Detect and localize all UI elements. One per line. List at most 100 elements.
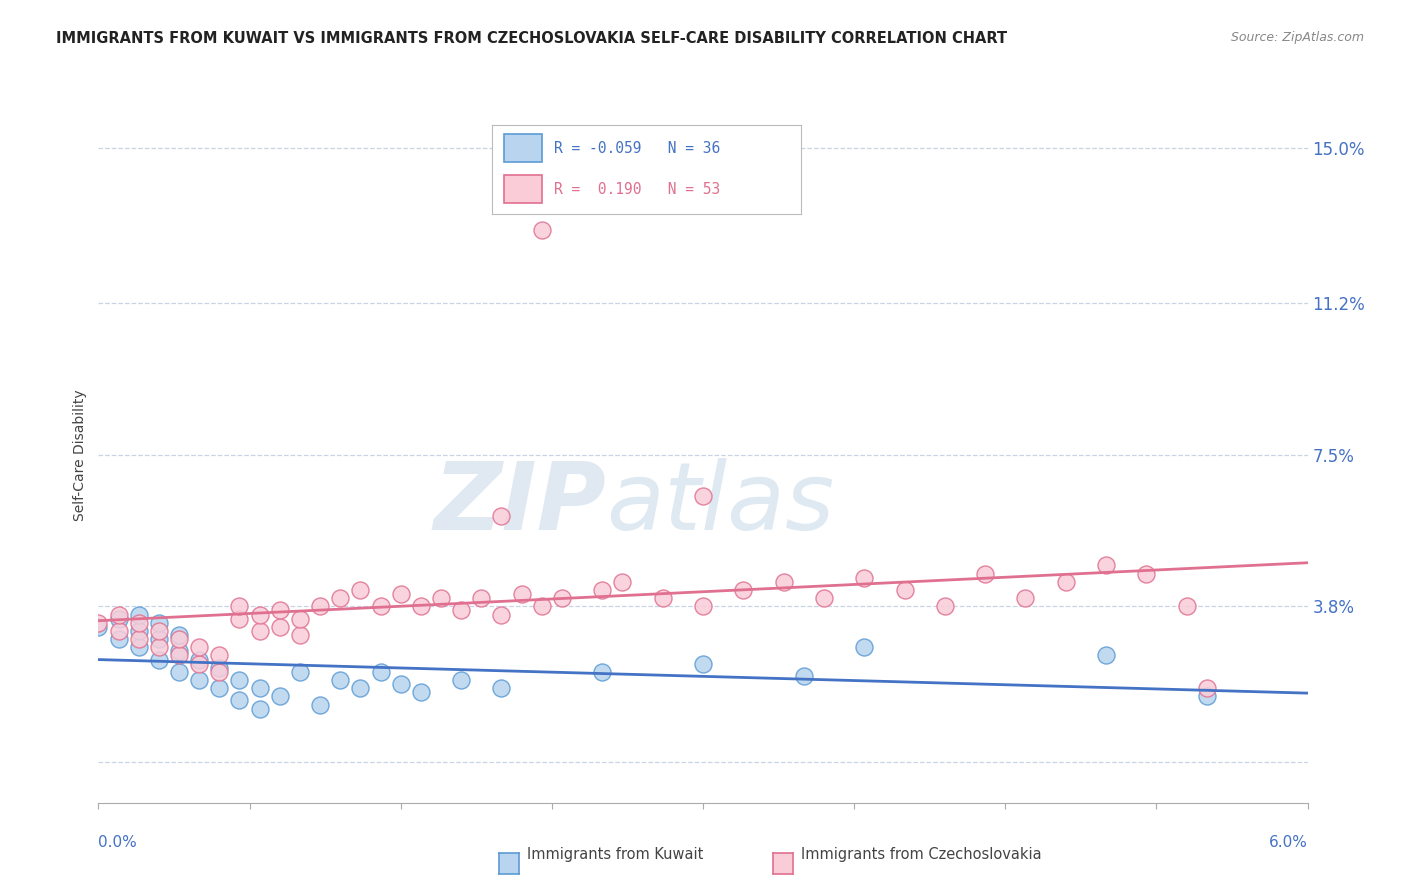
Point [329,673,352,687]
FancyBboxPatch shape [505,134,541,162]
Point [148,615,170,630]
Text: 0.0%: 0.0% [98,836,138,850]
Point [813,591,835,606]
Y-axis label: Self-Care Disability: Self-Care Disability [73,389,87,521]
Text: R =  0.190   N = 53: R = 0.190 N = 53 [554,182,720,196]
Text: IMMIGRANTS FROM KUWAIT VS IMMIGRANTS FROM CZECHOSLOVAKIA SELF-CARE DISABILITY CO: IMMIGRANTS FROM KUWAIT VS IMMIGRANTS FRO… [56,31,1007,46]
Text: 6.0%: 6.0% [1268,836,1308,850]
Point [208,665,231,679]
Point [692,489,714,503]
Point [934,599,956,614]
Point [167,628,190,642]
Point [188,657,211,671]
Point [269,690,291,704]
Point [692,657,714,671]
Point [208,681,231,696]
Point [1135,566,1157,581]
Point [853,571,876,585]
Point [591,582,613,597]
Point [167,665,190,679]
Point [450,673,472,687]
Point [1175,599,1198,614]
Point [692,599,714,614]
Point [370,665,392,679]
Point [430,591,453,606]
Point [269,603,291,617]
Point [167,644,190,658]
Point [249,607,271,622]
Point [1095,558,1118,573]
Point [309,599,332,614]
Point [148,632,170,646]
Point [470,591,492,606]
Point [491,509,513,524]
Point [188,640,211,655]
Point [733,582,755,597]
Point [591,665,613,679]
Point [409,599,432,614]
Point [491,681,513,696]
Point [128,624,150,638]
Point [128,640,150,655]
Point [188,652,211,666]
Point [853,640,876,655]
FancyBboxPatch shape [505,175,541,203]
Point [228,673,250,687]
Point [409,685,432,699]
Point [1195,690,1218,704]
Point [87,615,110,630]
Text: Immigrants from Kuwait: Immigrants from Kuwait [527,847,703,862]
Point [107,607,129,622]
Point [1054,574,1077,589]
Point [249,624,271,638]
Point [288,628,311,642]
Point [349,582,371,597]
Point [228,612,250,626]
Point [510,587,533,601]
Point [148,624,170,638]
Point [208,648,231,663]
Point [1195,681,1218,696]
Point [772,574,794,589]
Point [228,693,250,707]
Point [612,574,634,589]
Point [1095,648,1118,663]
Point [249,681,271,696]
Point [349,681,371,696]
Point [551,591,574,606]
Point [188,673,211,687]
Point [167,632,190,646]
Point [329,591,352,606]
Point [1014,591,1036,606]
Point [87,620,110,634]
Point [208,661,231,675]
Point [148,652,170,666]
Text: R = -0.059   N = 36: R = -0.059 N = 36 [554,141,720,155]
Point [651,591,673,606]
Point [450,603,472,617]
Point [128,615,150,630]
Point [530,599,553,614]
Point [269,620,291,634]
Point [288,665,311,679]
Point [389,677,412,691]
Point [893,582,915,597]
Point [309,698,332,712]
Point [491,607,513,622]
Point [107,624,129,638]
Point [793,669,815,683]
Point [249,701,271,715]
Point [107,632,129,646]
Point [974,566,997,581]
Point [389,587,412,601]
Point [370,599,392,614]
Point [128,607,150,622]
Point [167,648,190,663]
Point [288,612,311,626]
Point [148,640,170,655]
Text: Source: ZipAtlas.com: Source: ZipAtlas.com [1230,31,1364,45]
Text: Immigrants from Czechoslovakia: Immigrants from Czechoslovakia [801,847,1042,862]
Text: atlas: atlas [606,458,835,549]
Point [530,223,553,237]
Text: ZIP: ZIP [433,458,606,549]
